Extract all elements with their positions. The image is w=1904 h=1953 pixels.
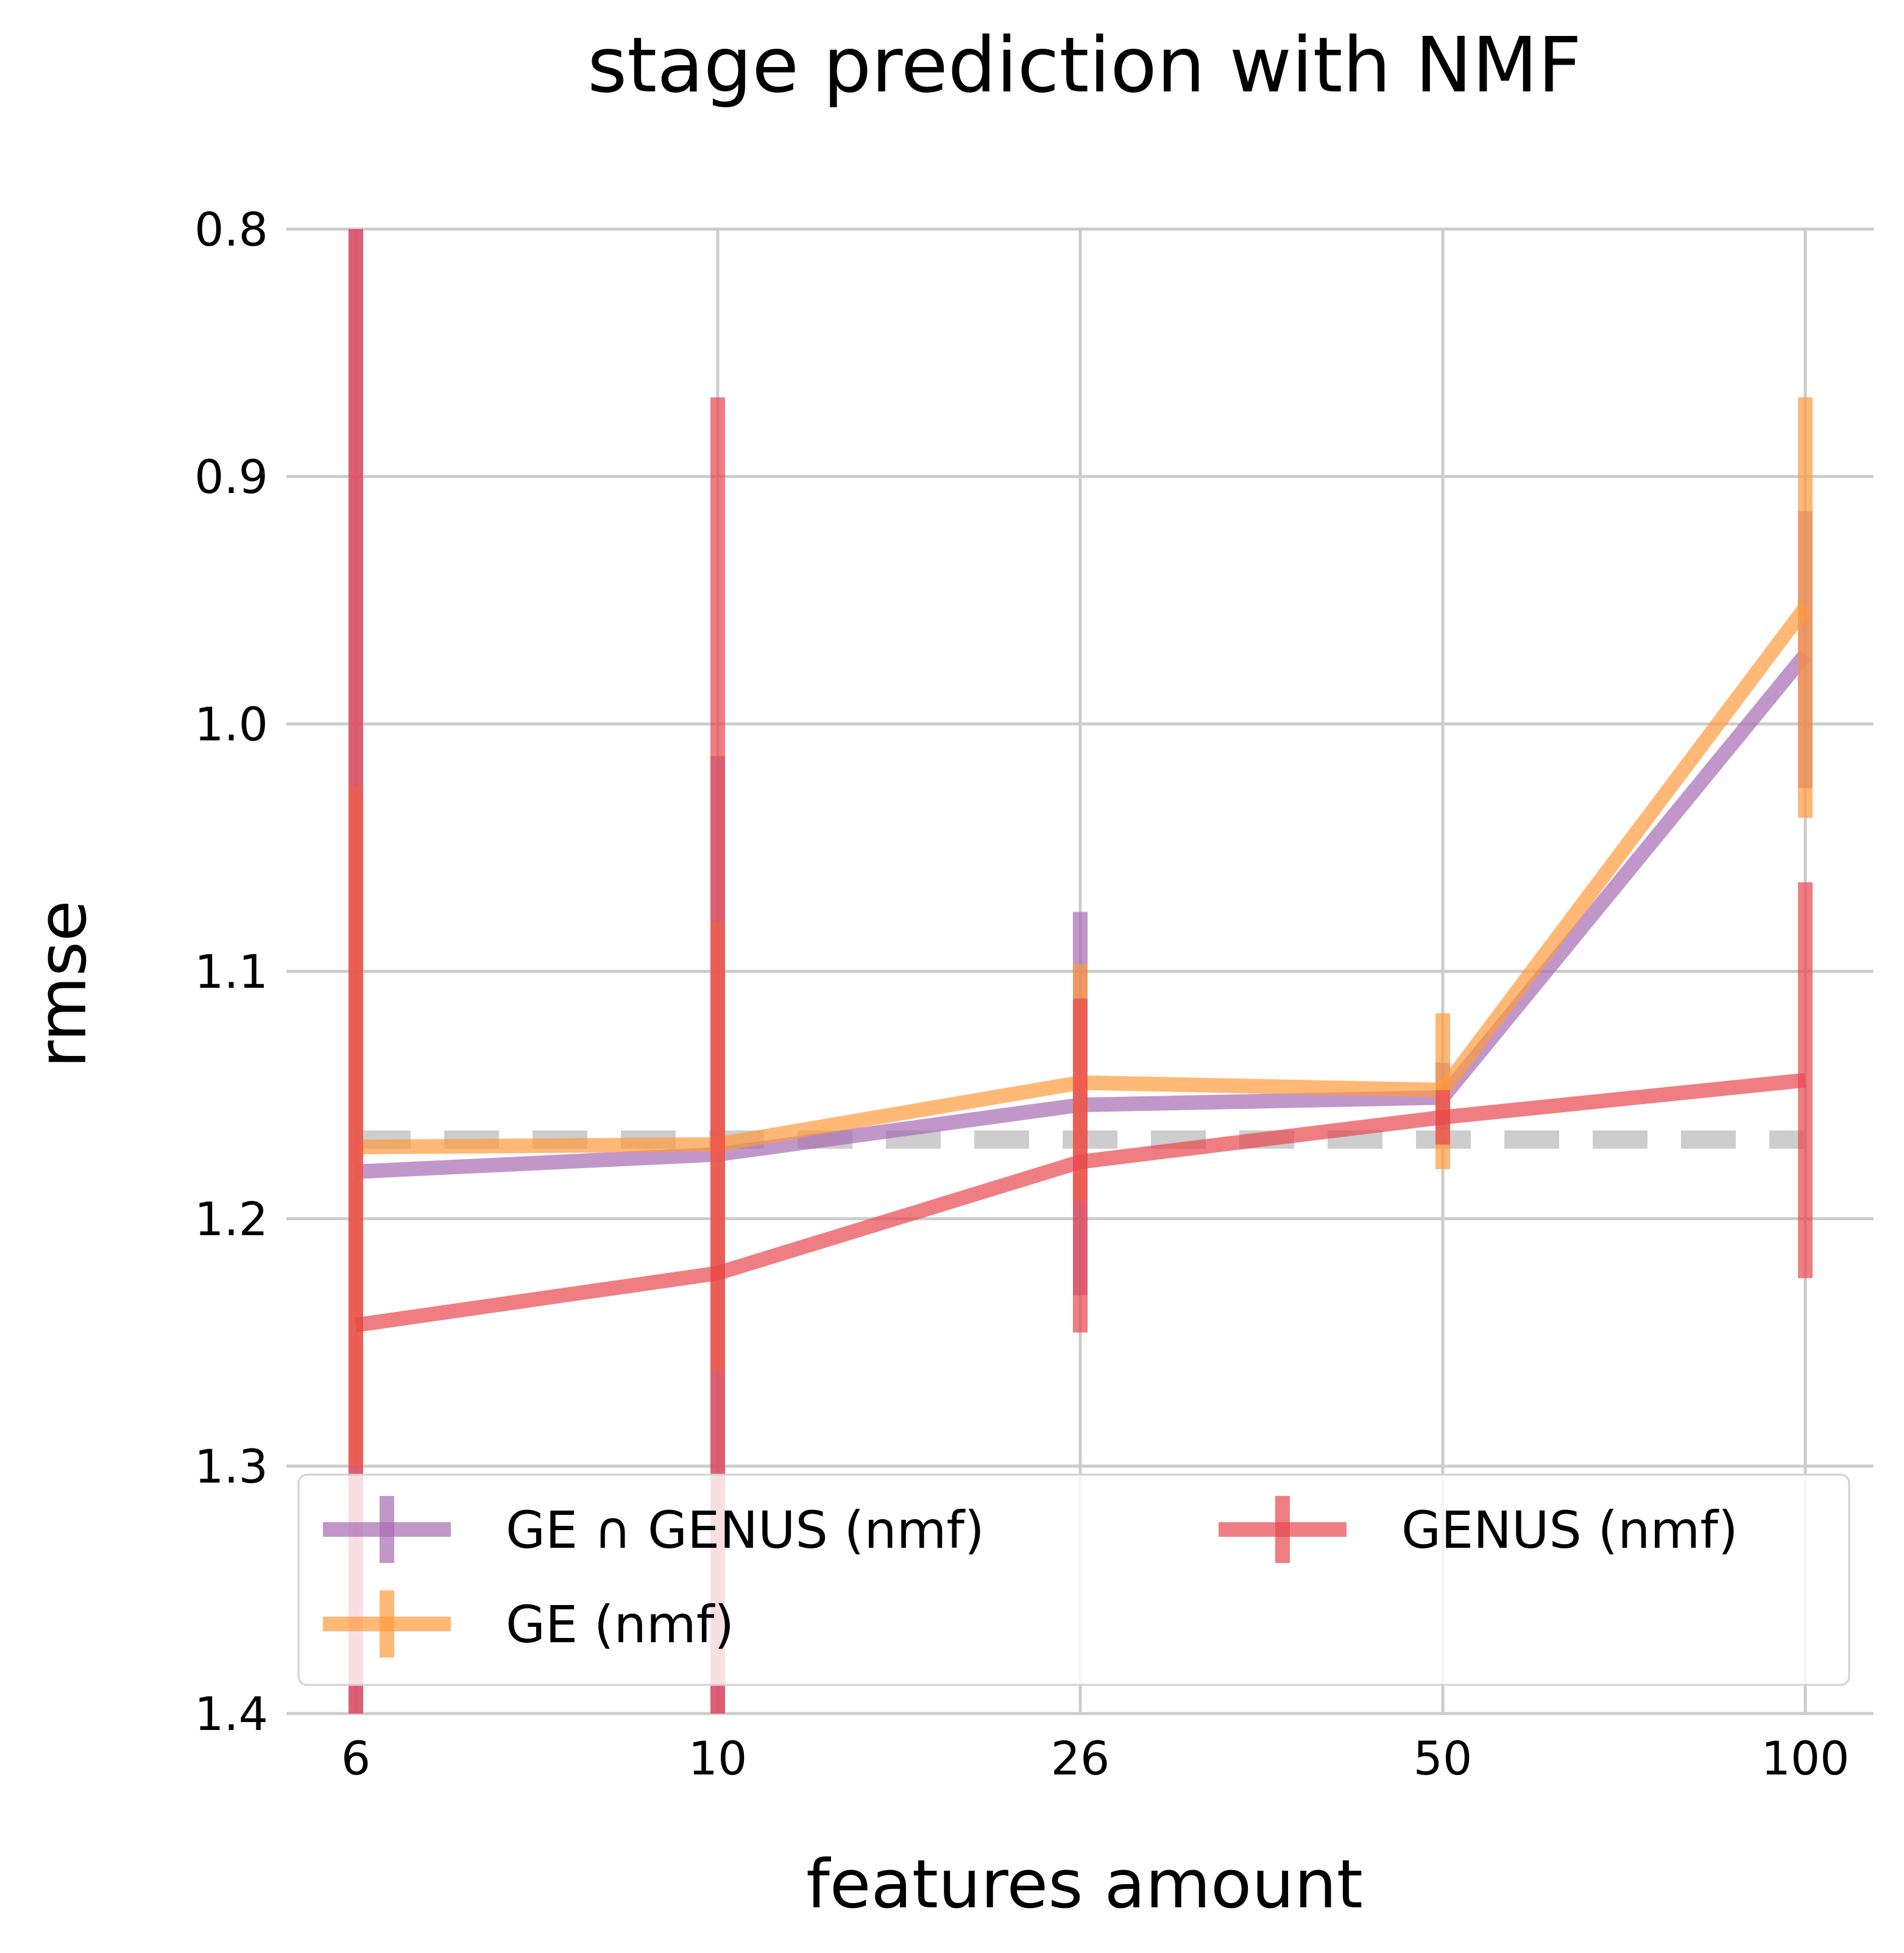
y-tick-label: 1.0 xyxy=(194,697,268,751)
legend-label: GENUS (nmf) xyxy=(1401,1500,1738,1560)
legend-item: GE (nmf) xyxy=(323,1590,734,1657)
x-tick-label: 6 xyxy=(341,1731,370,1785)
x-tick-label: 50 xyxy=(1414,1731,1473,1785)
x-tick-label: 10 xyxy=(688,1731,748,1785)
y-tick-label: 1.1 xyxy=(194,945,268,999)
legend-label: GE ∩ GENUS (nmf) xyxy=(506,1500,985,1560)
y-tick-label: 1.4 xyxy=(194,1687,268,1741)
legend-frame xyxy=(297,1473,1850,1686)
y-axis: 0.8 0.9 1.0 1.1 1.2 1.3 1.4 xyxy=(194,202,268,1741)
x-tick-label: 26 xyxy=(1051,1731,1110,1785)
legend: GE ∩ GENUS (nmf) GENUS (nmf) GE (nmf) xyxy=(297,1473,1850,1686)
chart-title: stage prediction with NMF xyxy=(587,21,1582,110)
x-tick-label: 100 xyxy=(1761,1731,1849,1785)
x-axis: 6 10 26 50 100 xyxy=(341,1731,1850,1785)
legend-label: GE (nmf) xyxy=(506,1595,734,1654)
x-axis-label: features amount xyxy=(806,1845,1363,1923)
legend-item: GENUS (nmf) xyxy=(1219,1496,1738,1563)
y-tick-label: 1.3 xyxy=(194,1439,268,1494)
y-axis-label: rmse xyxy=(23,900,101,1068)
y-tick-label: 0.8 xyxy=(194,202,268,257)
y-tick-label: 0.9 xyxy=(194,450,268,504)
legend-item: GE ∩ GENUS (nmf) xyxy=(323,1496,985,1563)
series-line xyxy=(355,1072,1807,1333)
y-tick-label: 1.2 xyxy=(194,1192,268,1246)
